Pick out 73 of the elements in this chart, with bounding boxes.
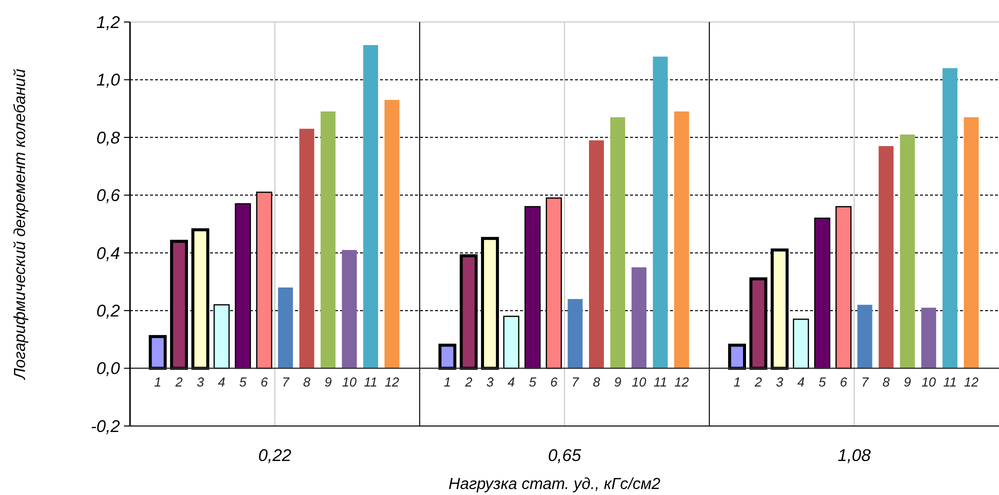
series-label: 12 bbox=[384, 374, 400, 390]
series-label: 10 bbox=[342, 374, 358, 390]
y-tick-label: 1,2 bbox=[96, 12, 121, 32]
x-tick-label: 1,08 bbox=[838, 446, 872, 465]
bar bbox=[610, 117, 626, 368]
text: 4 bbox=[797, 374, 805, 390]
y-tick-label: 0,0 bbox=[96, 359, 121, 378]
bar bbox=[588, 140, 604, 368]
text: 1 bbox=[444, 374, 452, 390]
series-label: 9 bbox=[324, 374, 332, 390]
text: 12 bbox=[964, 374, 979, 390]
bar bbox=[921, 308, 936, 368]
series-label: 7 bbox=[282, 374, 290, 390]
series-label: 5 bbox=[239, 374, 248, 390]
series-label: 6 bbox=[260, 374, 269, 390]
text: 1 bbox=[733, 374, 741, 390]
y-tick-label: 0,6 bbox=[96, 186, 121, 206]
series-label: 3 bbox=[196, 374, 205, 390]
bar bbox=[363, 45, 378, 368]
bar bbox=[299, 128, 314, 368]
text: 3 bbox=[776, 374, 784, 390]
y-tick-label: 1,0 bbox=[96, 70, 121, 90]
text: 7 bbox=[861, 374, 868, 390]
bar bbox=[878, 146, 894, 368]
text: 6 bbox=[840, 374, 848, 390]
text: 9 bbox=[614, 374, 622, 390]
bar bbox=[857, 304, 872, 368]
text: 8 bbox=[592, 374, 600, 390]
text: 5 bbox=[818, 374, 826, 390]
text: 11 bbox=[654, 374, 668, 390]
y-tick-label: 0,8 bbox=[96, 128, 121, 148]
series-label: 1 bbox=[154, 374, 162, 390]
y-axis-title: Логарифмический декремент колебаний bbox=[12, 68, 29, 380]
bar bbox=[320, 111, 336, 368]
bar bbox=[503, 316, 520, 369]
text: 3 bbox=[486, 374, 494, 390]
bar bbox=[942, 68, 958, 368]
text: 12 bbox=[674, 374, 689, 390]
bar bbox=[170, 240, 188, 370]
series-label: 8 bbox=[303, 374, 312, 390]
bar bbox=[384, 100, 400, 368]
series-label: 11 bbox=[364, 374, 378, 390]
bar bbox=[278, 287, 293, 368]
bar bbox=[674, 111, 690, 368]
text: 9 bbox=[904, 374, 912, 390]
text: 7 bbox=[572, 374, 579, 390]
y-tick-label: -0,2 bbox=[90, 416, 121, 436]
bar bbox=[632, 267, 646, 368]
text: 5 bbox=[528, 374, 536, 390]
text: 2 bbox=[465, 374, 472, 390]
text: 10 bbox=[921, 374, 936, 390]
bar bbox=[568, 299, 583, 368]
y-tick-label: 0,4 bbox=[96, 244, 120, 263]
text: 11 bbox=[943, 374, 957, 390]
bar bbox=[792, 318, 809, 369]
y-tick-label: 0,2 bbox=[96, 302, 121, 321]
bar bbox=[342, 250, 357, 368]
series-label: 4 bbox=[218, 374, 226, 390]
bar bbox=[438, 344, 456, 370]
x-axis-title: Нагрузка стат. уд., кГс/см2 bbox=[448, 476, 661, 493]
x-tick-label: 0,65 bbox=[548, 446, 582, 465]
text: 6 bbox=[550, 374, 558, 390]
text: 2 bbox=[754, 374, 762, 390]
text: 10 bbox=[632, 374, 646, 390]
series-label: 2 bbox=[174, 374, 184, 390]
bar bbox=[652, 56, 668, 368]
x-tick-label: 0,22 bbox=[258, 446, 292, 465]
bar bbox=[964, 117, 979, 368]
bar bbox=[728, 344, 746, 370]
bar bbox=[148, 335, 167, 370]
text: 8 bbox=[882, 374, 890, 390]
bar bbox=[900, 134, 915, 368]
text: 4 bbox=[508, 374, 515, 390]
